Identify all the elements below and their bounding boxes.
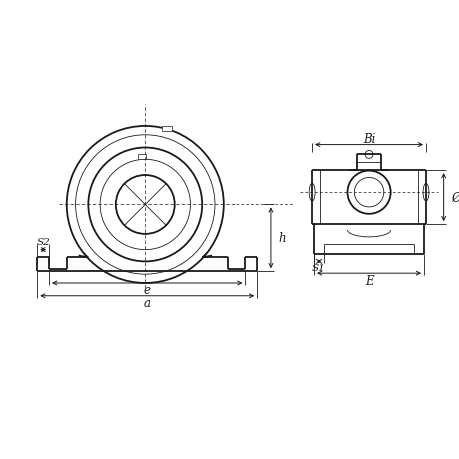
Text: h: h bbox=[278, 232, 286, 245]
Text: e: e bbox=[143, 284, 151, 297]
Text: a: a bbox=[143, 297, 151, 309]
Bar bbox=[138, 155, 146, 160]
Text: E: E bbox=[364, 274, 373, 287]
Text: S2: S2 bbox=[36, 238, 50, 247]
Bar bbox=[162, 127, 171, 132]
Text: S1: S1 bbox=[312, 263, 325, 272]
Text: Ø: Ø bbox=[451, 191, 459, 204]
Text: Bi: Bi bbox=[362, 133, 375, 146]
